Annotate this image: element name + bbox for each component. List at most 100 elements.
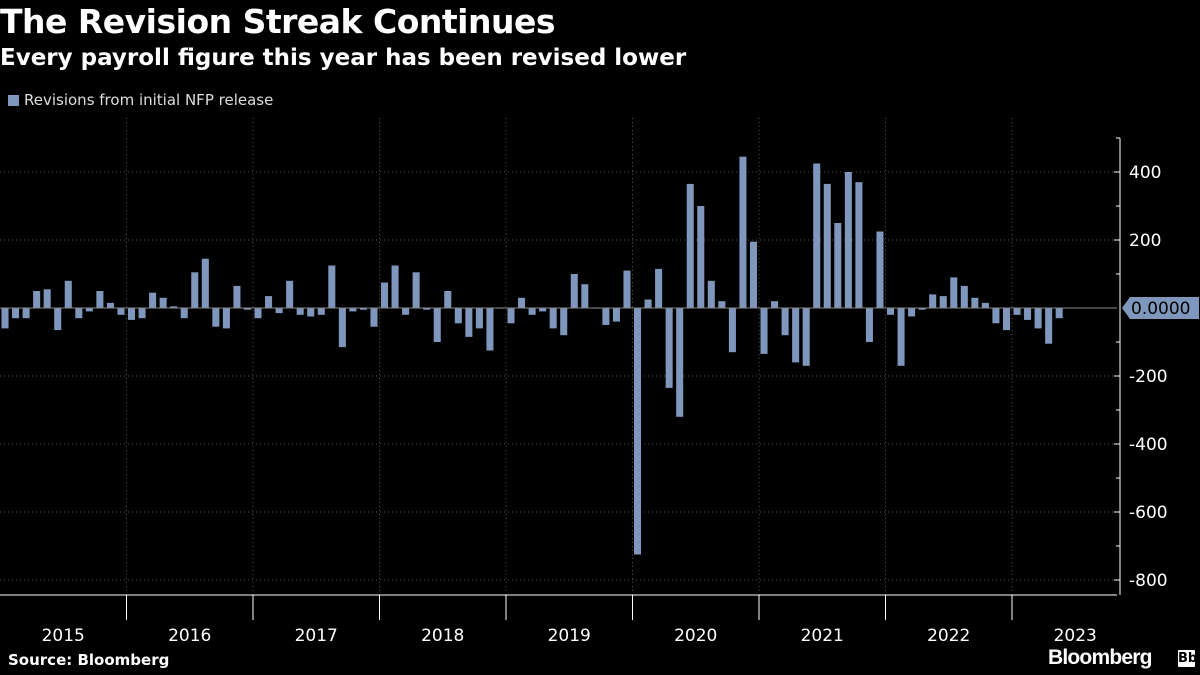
- x-tick-label: 2023: [1054, 626, 1097, 646]
- y-tick-label: -800: [1129, 571, 1168, 591]
- bar: [286, 280, 294, 308]
- bar: [876, 231, 884, 308]
- bar: [1002, 308, 1010, 331]
- bar: [296, 308, 304, 315]
- y-tick-label: -400: [1129, 435, 1168, 455]
- bar: [191, 272, 199, 308]
- bar: [602, 308, 610, 325]
- bar: [1024, 308, 1032, 320]
- bar: [781, 308, 789, 336]
- bar: [138, 308, 146, 319]
- bar: [865, 308, 873, 342]
- bar: [201, 258, 209, 308]
- y-tick-label: -600: [1129, 503, 1168, 523]
- x-tick-label: 2017: [295, 626, 338, 646]
- legend-label: Revisions from initial NFP release: [24, 91, 274, 109]
- bar: [623, 270, 631, 308]
- bar: [254, 308, 262, 319]
- legend: Revisions from initial NFP release: [8, 91, 273, 109]
- bar: [981, 302, 989, 308]
- bar: [391, 265, 399, 308]
- bar: [897, 308, 905, 366]
- bar: [718, 301, 726, 308]
- chart-subtitle: Every payroll figure this year has been …: [0, 45, 687, 71]
- bar: [549, 308, 557, 329]
- bar: [307, 308, 315, 317]
- x-tick-label: 2021: [801, 626, 844, 646]
- last-value-callout: [1122, 297, 1199, 319]
- bar: [992, 308, 1000, 324]
- bar: [444, 291, 452, 308]
- bar: [697, 206, 705, 308]
- bar: [22, 308, 30, 319]
- bar: [96, 291, 104, 308]
- bar: [233, 285, 241, 308]
- bar: [802, 308, 810, 366]
- bar: [54, 308, 62, 331]
- bar: [792, 308, 800, 363]
- source-note: Source: Bloomberg: [8, 651, 170, 669]
- bar: [686, 183, 694, 308]
- bar: [518, 297, 526, 308]
- bar: [212, 308, 220, 327]
- bar: [570, 274, 578, 308]
- bar: [402, 308, 410, 315]
- bar: [243, 308, 251, 310]
- x-tick-label: 2015: [42, 626, 85, 646]
- bar: [180, 308, 188, 319]
- legend-swatch: [8, 94, 19, 106]
- bar: [823, 183, 831, 308]
- bar: [328, 265, 336, 308]
- bar: [412, 272, 420, 308]
- bar: [265, 296, 273, 308]
- chart-title: The Revision Streak Continues: [0, 2, 555, 41]
- bar: [676, 308, 684, 417]
- bar: [12, 308, 20, 319]
- bar: [33, 291, 41, 308]
- bar: [475, 308, 483, 329]
- bar: [728, 308, 736, 353]
- bar: [1034, 308, 1042, 329]
- x-tick-label: 2020: [674, 626, 717, 646]
- bar: [486, 308, 494, 351]
- bloomberg-badge-icon: Bb: [1178, 650, 1198, 667]
- bar: [75, 308, 83, 319]
- x-tick-label: 2019: [548, 626, 591, 646]
- bar: [433, 308, 441, 342]
- bar: [370, 308, 378, 327]
- bar: [1045, 308, 1053, 344]
- bar: [117, 308, 125, 315]
- bar: [771, 301, 779, 308]
- bar: [1055, 308, 1063, 319]
- bar: [349, 308, 357, 312]
- bar: [760, 308, 768, 354]
- bar: [275, 308, 283, 314]
- bar: [655, 268, 663, 308]
- x-tick-label: 2018: [421, 626, 464, 646]
- bar: [739, 156, 747, 308]
- bar: [813, 163, 821, 308]
- bar: [528, 308, 536, 315]
- bar: [106, 302, 114, 308]
- bar: [918, 308, 926, 310]
- bar: [338, 308, 346, 348]
- y-tick-label: -200: [1129, 367, 1168, 387]
- bar: [507, 308, 515, 324]
- bar: [465, 308, 473, 337]
- bar: [159, 297, 167, 308]
- bar: [929, 294, 937, 308]
- bar: [1013, 308, 1021, 315]
- bar: [612, 308, 620, 322]
- bar: [634, 308, 642, 555]
- bar: [539, 308, 547, 312]
- bar: [581, 284, 589, 308]
- bar: [454, 308, 462, 324]
- bar: [887, 308, 895, 315]
- y-tick-label: 200: [1129, 231, 1161, 251]
- bar: [971, 297, 979, 308]
- bar: [908, 308, 916, 317]
- bar: [128, 308, 136, 320]
- bar: [43, 289, 51, 308]
- bar: [749, 241, 757, 308]
